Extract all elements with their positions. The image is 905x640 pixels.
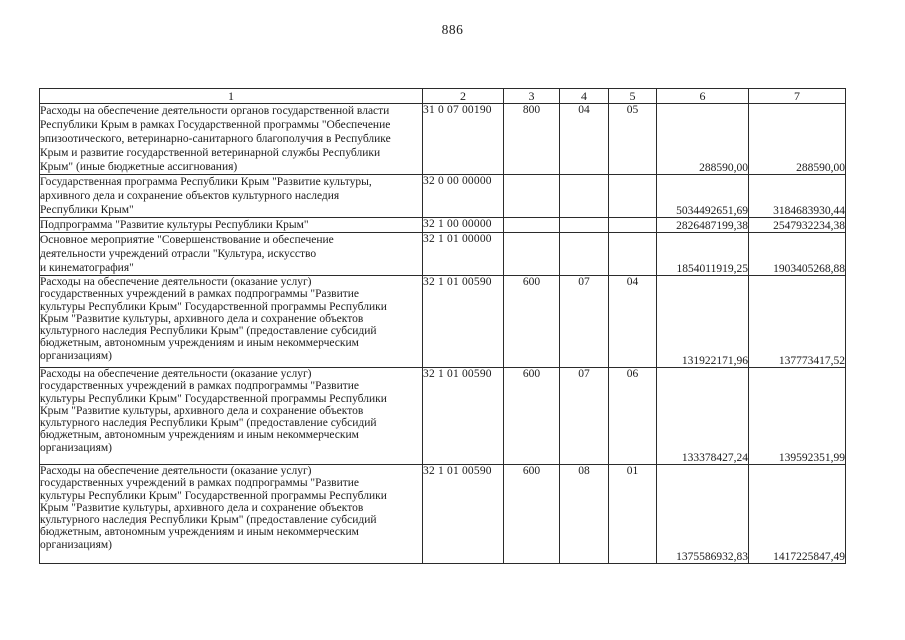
section-code-cell: 07 — [559, 367, 609, 465]
expense-type-cell: 600 — [503, 367, 560, 465]
target-code-cell: 32 0 00 00000 — [422, 174, 504, 218]
column-header-3: 3 — [503, 88, 560, 104]
amount-cell-1: 1854011919,25 — [656, 232, 749, 276]
expense-type-cell: 600 — [503, 464, 560, 564]
amount-cell-1: 5034492651,69 — [656, 174, 749, 218]
amount-cell-2: 288590,00 — [748, 103, 846, 175]
table-row: Подпрограмма "Развитие культуры Республи… — [39, 217, 846, 233]
table-row: Государственная программа Республики Кры… — [39, 174, 846, 218]
amount-cell-1: 288590,00 — [656, 103, 749, 175]
column-header-2: 2 — [422, 88, 504, 104]
section-code-cell — [559, 174, 609, 218]
column-header-4: 4 — [559, 88, 609, 104]
section-code-cell: 04 — [559, 103, 609, 175]
table-row: Расходы на обеспечение деятельности (ока… — [39, 275, 846, 368]
amount-cell-2: 3184683930,44 — [748, 174, 846, 218]
table-row: Основное мероприятие "Совершенствование … — [39, 232, 846, 276]
target-code-cell: 32 1 00 00000 — [422, 217, 504, 233]
section-code-cell: 07 — [559, 275, 609, 368]
table-row: Расходы на обеспечение деятельности (ока… — [39, 464, 846, 564]
subsection-code-cell — [608, 217, 657, 233]
amount-cell-2: 1903405268,88 — [748, 232, 846, 276]
expense-name-cell: Государственная программа Республики Кры… — [39, 174, 423, 218]
expense-type-cell — [503, 232, 560, 276]
table-row: Расходы на обеспечение деятельности (ока… — [39, 367, 846, 465]
subsection-code-cell — [608, 232, 657, 276]
subsection-code-cell: 06 — [608, 367, 657, 465]
amount-cell-1: 133378427,24 — [656, 367, 749, 465]
table-header-row: 1 2 3 4 5 6 7 — [39, 88, 846, 104]
subsection-code-cell: 04 — [608, 275, 657, 368]
amount-cell-1: 131922171,96 — [656, 275, 749, 368]
column-header-1: 1 — [39, 88, 423, 104]
target-code-cell: 32 1 01 00590 — [422, 367, 504, 465]
target-code-cell: 32 1 01 00000 — [422, 232, 504, 276]
section-code-cell — [559, 217, 609, 233]
target-code-cell: 32 1 01 00590 — [422, 275, 504, 368]
subsection-code-cell: 01 — [608, 464, 657, 564]
expense-type-cell — [503, 174, 560, 218]
column-header-7: 7 — [748, 88, 846, 104]
budget-table: 1 2 3 4 5 6 7 Расходы на обеспечение дея… — [39, 88, 846, 564]
expense-name-cell: Основное мероприятие "Совершенствование … — [39, 232, 423, 276]
expense-name-cell: Подпрограмма "Развитие культуры Республи… — [39, 217, 423, 233]
amount-cell-2: 1417225847,49 — [748, 464, 846, 564]
section-code-cell: 08 — [559, 464, 609, 564]
expense-type-cell — [503, 217, 560, 233]
target-code-cell: 31 0 07 00190 — [422, 103, 504, 175]
expense-name-cell: Расходы на обеспечение деятельности орга… — [39, 103, 423, 175]
expense-name-cell: Расходы на обеспечение деятельности (ока… — [39, 275, 423, 368]
amount-cell-2: 137773417,52 — [748, 275, 846, 368]
amount-cell-2: 2547932234,38 — [748, 217, 846, 233]
subsection-code-cell — [608, 174, 657, 218]
target-code-cell: 32 1 01 00590 — [422, 464, 504, 564]
subsection-code-cell: 05 — [608, 103, 657, 175]
expense-type-cell: 600 — [503, 275, 560, 368]
expense-type-cell: 800 — [503, 103, 560, 175]
amount-cell-2: 139592351,99 — [748, 367, 846, 465]
column-header-5: 5 — [608, 88, 657, 104]
expense-name-cell: Расходы на обеспечение деятельности (ока… — [39, 464, 423, 564]
page-number: 886 — [441, 22, 464, 37]
table-row: Расходы на обеспечение деятельности орга… — [39, 103, 846, 175]
section-code-cell — [559, 232, 609, 276]
amount-cell-1: 2826487199,38 — [656, 217, 749, 233]
amount-cell-1: 1375586932,83 — [656, 464, 749, 564]
expense-name-cell: Расходы на обеспечение деятельности (ока… — [39, 367, 423, 465]
column-header-6: 6 — [656, 88, 749, 104]
